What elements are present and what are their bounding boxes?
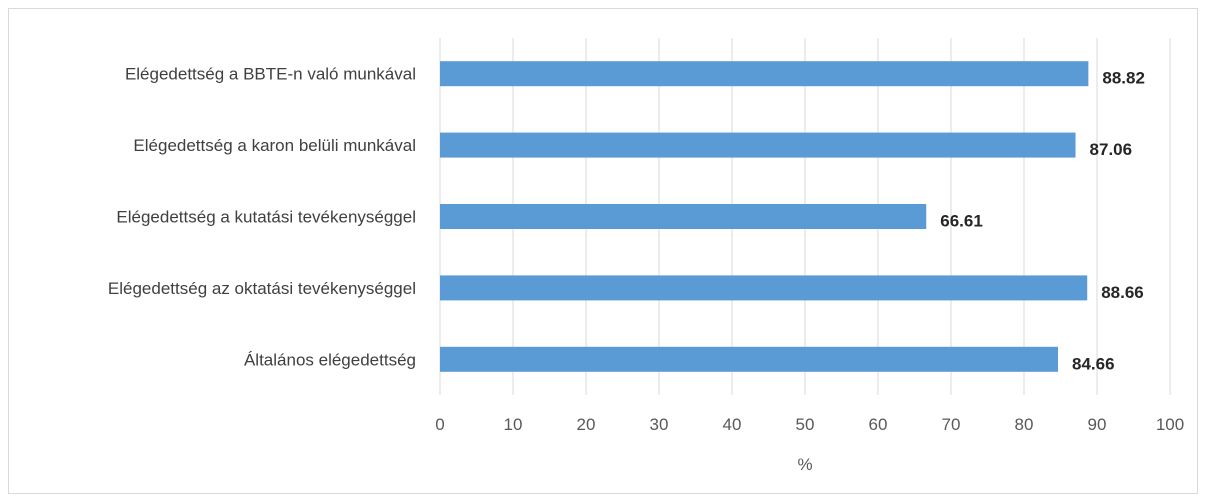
x-tick-label: 40 xyxy=(723,415,742,434)
x-tick-label: 90 xyxy=(1088,415,1107,434)
data-label: 84.66 xyxy=(1072,354,1115,373)
category-label: Elégedettség a kutatási tevékenységgel xyxy=(116,208,416,227)
x-tick-label: 60 xyxy=(869,415,888,434)
category-label: Általános elégedettség xyxy=(244,350,416,369)
category-label: Elégedettség a karon belüli munkával xyxy=(133,136,416,155)
x-tick-label: 80 xyxy=(1015,415,1034,434)
category-label: Elégedettség az oktatási tevékenységgel xyxy=(108,279,416,298)
bar xyxy=(440,204,927,229)
x-tick-label: 0 xyxy=(435,415,444,434)
x-axis-title: % xyxy=(797,455,812,474)
x-tick-label: 20 xyxy=(577,415,596,434)
x-tick-label: 50 xyxy=(796,415,815,434)
chart-frame xyxy=(8,8,1198,494)
category-label: Elégedettség a BBTE-n való munkával xyxy=(125,65,416,84)
bar xyxy=(440,61,1089,87)
bar xyxy=(440,275,1088,301)
data-labels: 88.82 87.06 66.61 88.66 84.66 xyxy=(940,69,1145,374)
data-label: 66.61 xyxy=(940,212,983,231)
x-tick-label: 10 xyxy=(504,415,523,434)
category-labels: Elégedettség a BBTE-n való munkával Elége… xyxy=(108,65,416,370)
bar xyxy=(440,346,1059,372)
x-tick-label: 30 xyxy=(650,415,669,434)
bar xyxy=(440,132,1076,158)
data-label: 88.82 xyxy=(1102,69,1145,88)
x-tick-labels: 0 10 20 30 40 50 60 70 80 90 100 xyxy=(435,415,1184,434)
data-label: 87.06 xyxy=(1090,140,1133,159)
gridlines xyxy=(439,38,1171,395)
x-tick-label: 100 xyxy=(1156,415,1184,434)
x-tick-label: 70 xyxy=(942,415,961,434)
data-label: 88.66 xyxy=(1101,283,1144,302)
bars xyxy=(440,61,1089,372)
